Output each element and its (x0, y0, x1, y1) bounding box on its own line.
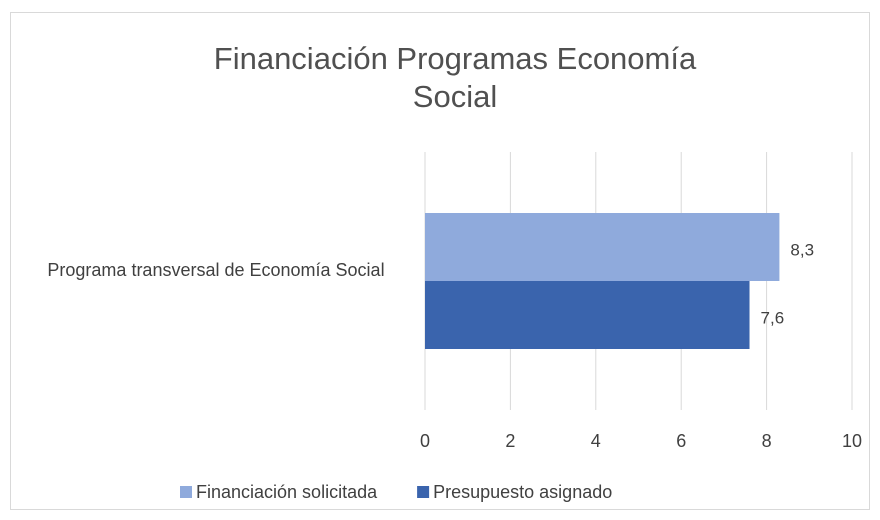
bar (425, 281, 750, 349)
x-tick-label: 10 (842, 431, 862, 451)
x-tick-label: 6 (676, 431, 686, 451)
chart-title: Financiación Programas Economía Social (213, 41, 697, 114)
x-tick-label: 8 (762, 431, 772, 451)
legend-label: Financiación solicitada (196, 482, 378, 502)
x-tick-label: 0 (420, 431, 430, 451)
x-tick-label: 4 (591, 431, 601, 451)
x-tick-label: 2 (505, 431, 515, 451)
data-label: 8,3 (790, 240, 814, 259)
legend-swatch (417, 486, 430, 498)
legend-swatch (180, 486, 192, 498)
legend-label: Presupuesto asignado (433, 482, 612, 502)
category-label: Programa transversal de Economía Social (47, 260, 385, 280)
bar (425, 213, 780, 281)
data-label: 7,6 (761, 308, 785, 327)
